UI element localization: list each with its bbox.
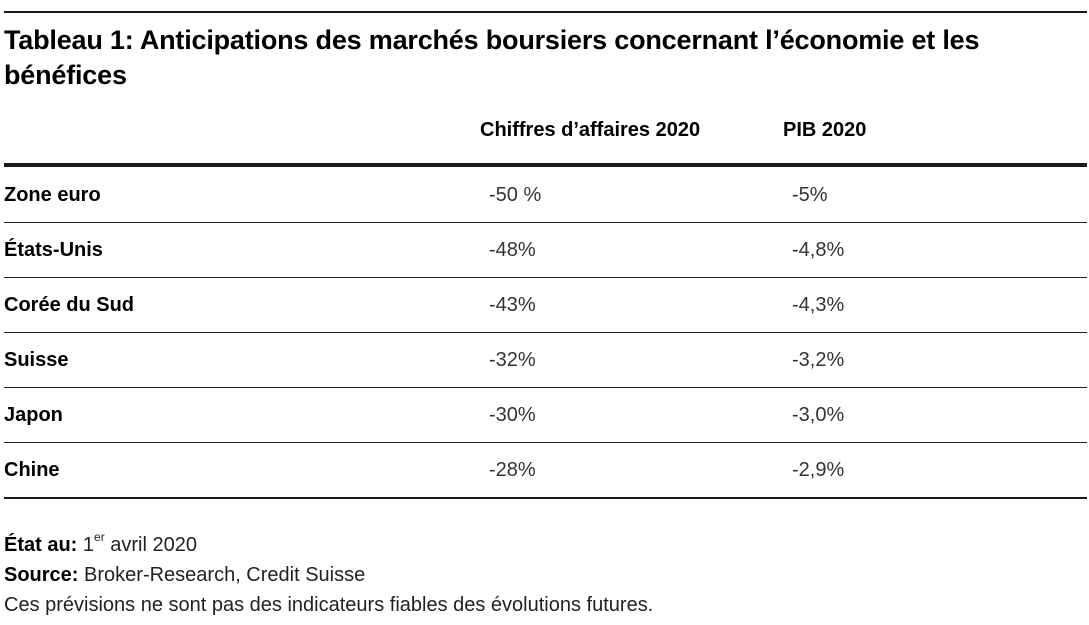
table-row: Suisse -32% -3,2% (4, 333, 1087, 388)
footer-source-line: Source: Broker-Research, Credit Suisse (4, 560, 653, 590)
source-label: Source: (4, 564, 79, 586)
row-revenue: -28% (489, 459, 536, 481)
date-rest: avril 2020 (110, 534, 197, 556)
row-country: Chine (4, 459, 60, 481)
row-country: Zone euro (4, 184, 101, 206)
table-row: États-Unis -48% -4,8% (4, 223, 1087, 278)
source-value: Broker-Research, Credit Suisse (84, 564, 366, 586)
row-country: Japon (4, 404, 63, 426)
row-country: États-Unis (4, 239, 103, 261)
row-revenue: -32% (489, 349, 536, 371)
row-gdp: -3,2% (792, 349, 845, 371)
header-rule (4, 163, 1087, 167)
row-gdp: -4,8% (792, 239, 845, 261)
column-header-revenue: Chiffres d’affaires 2020 (480, 119, 701, 141)
date-superscript: er (94, 530, 105, 545)
row-gdp: -5% (792, 184, 828, 206)
table-title: Tableau 1: Anticipations des marchés bou… (4, 25, 980, 90)
top-rule (4, 11, 1087, 13)
row-country: Suisse (4, 349, 69, 371)
table-body: Zone euro -50 % -5% États-Unis -48% -4,8… (4, 168, 1087, 499)
column-header-gdp: PIB 2020 (783, 119, 867, 141)
date-label: État au: (4, 534, 78, 556)
table-footer: État au: 1er avril 2020 Source: Broker-R… (4, 530, 653, 620)
row-gdp: -2,9% (792, 459, 845, 481)
row-gdp: -3,0% (792, 404, 845, 426)
row-gdp: -4,3% (792, 294, 845, 316)
row-country: Corée du Sud (4, 294, 135, 316)
table-row: Japon -30% -3,0% (4, 388, 1087, 443)
footer-disclaimer: Ces prévisions ne sont pas des indicateu… (4, 594, 654, 616)
table-row: Zone euro -50 % -5% (4, 168, 1087, 223)
table-row: Chine -28% -2,9% (4, 443, 1087, 499)
footer-date-line: État au: 1er avril 2020 (4, 530, 653, 560)
row-revenue: -43% (489, 294, 536, 316)
row-revenue: -50 % (489, 184, 542, 206)
date-day: 1 (82, 534, 95, 556)
row-revenue: -48% (489, 239, 536, 261)
table-row: Corée du Sud -43% -4,3% (4, 278, 1087, 333)
row-revenue: -30% (489, 404, 536, 426)
